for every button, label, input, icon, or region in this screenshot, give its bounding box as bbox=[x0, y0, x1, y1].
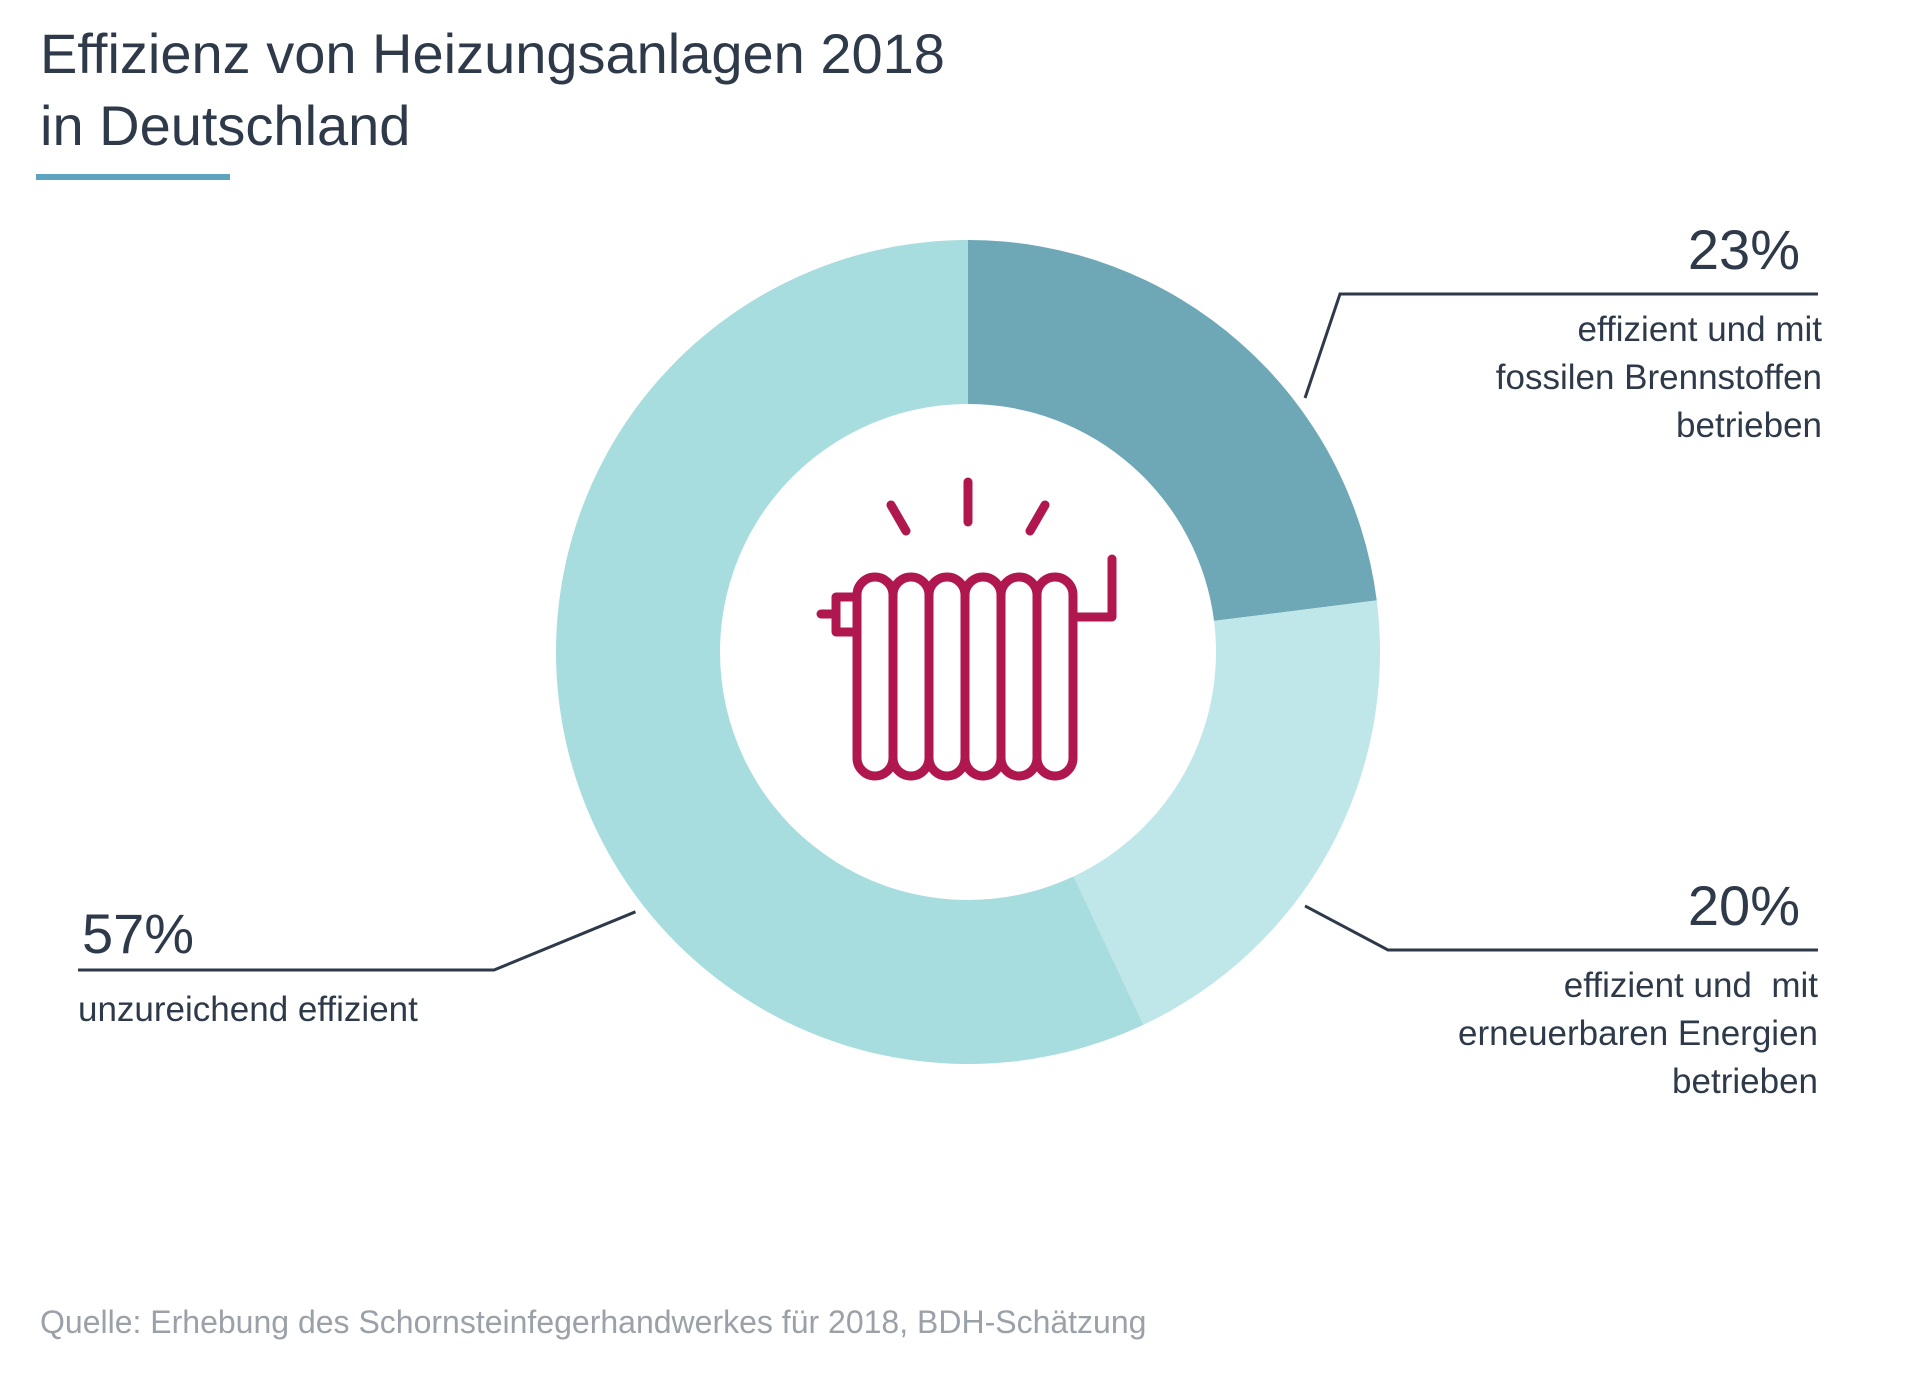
donut-slice-insufficient bbox=[555, 240, 1144, 1064]
leader-line-fossil bbox=[1303, 292, 1818, 399]
leader-line-renewable bbox=[1304, 904, 1818, 952]
chart-title-line-1: Effizienz von Heizungsanlagen 2018 bbox=[40, 22, 945, 85]
label-renewable: effizient und mit erneuerbaren Energien … bbox=[1340, 962, 1818, 1106]
label-fossil-line-1: effizient und mit bbox=[1577, 310, 1823, 349]
label-insufficient-line-1: unzureichend effizient bbox=[78, 990, 418, 1029]
chart-title: Effizienz von Heizungsanlagen 2018 in De… bbox=[40, 18, 1140, 162]
radiator-icon bbox=[816, 477, 1117, 781]
radiator-fin bbox=[1032, 572, 1078, 781]
label-fossil-line-3: betrieben bbox=[1676, 406, 1822, 445]
pct-label-fossil: 23% bbox=[1687, 218, 1800, 281]
title-underline bbox=[36, 174, 230, 180]
label-fossil: effizient und mit fossilen Brennstoffen … bbox=[1340, 306, 1822, 450]
radiator-fin bbox=[888, 572, 934, 781]
radiator-valve bbox=[816, 592, 862, 637]
donut-slices bbox=[555, 240, 1380, 1064]
label-renewable-line-3: betrieben bbox=[1672, 1062, 1818, 1101]
leader-lines bbox=[78, 292, 1818, 972]
leader-line-insufficient bbox=[78, 910, 637, 972]
label-insufficient: unzureichend effizient bbox=[78, 986, 578, 1034]
label-renewable-line-1: effizient und mit bbox=[1563, 966, 1818, 1005]
radiator-fin bbox=[852, 572, 898, 781]
pct-label-renewable: 20% bbox=[1687, 874, 1800, 937]
label-renewable-line-2: erneuerbaren Energien bbox=[1458, 1014, 1818, 1053]
radiator-fin bbox=[924, 572, 970, 781]
pct-label-insufficient: 57% bbox=[82, 902, 195, 965]
radiator-pipe bbox=[1068, 554, 1117, 622]
donut-slice-fossil bbox=[968, 240, 1377, 621]
heat-ray-left bbox=[886, 500, 911, 536]
radiator-fin bbox=[996, 572, 1042, 781]
donut-slice-renewable bbox=[1073, 600, 1380, 1025]
source-note: Quelle: Erhebung des Schornsteinfegerhan… bbox=[40, 1304, 1147, 1340]
radiator-fin bbox=[960, 572, 1006, 781]
label-fossil-line-2: fossilen Brennstoffen bbox=[1495, 358, 1822, 397]
chart-title-line-2: in Deutschland bbox=[40, 94, 411, 157]
heat-ray-right bbox=[1025, 500, 1050, 536]
